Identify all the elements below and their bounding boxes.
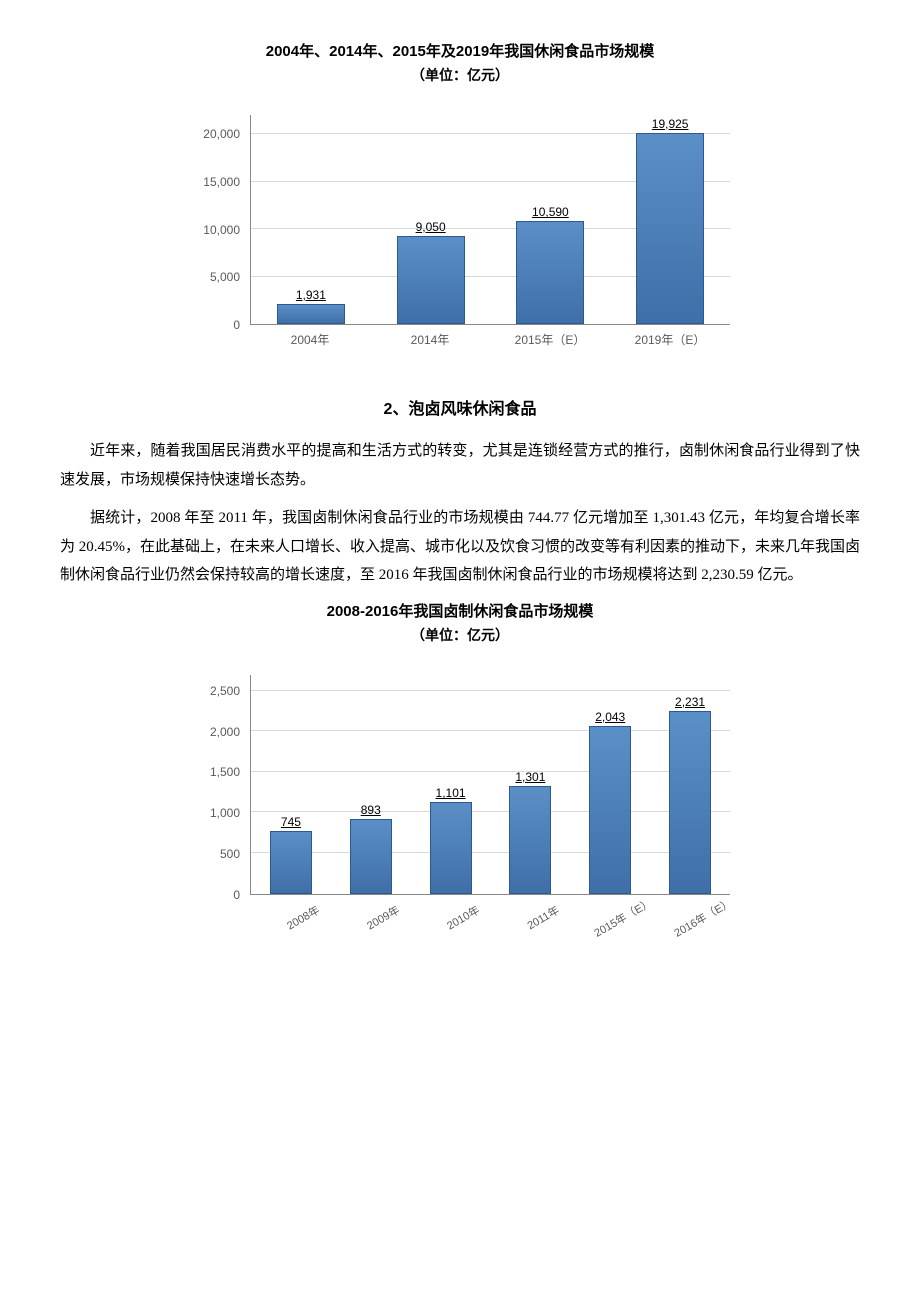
paragraph-2: 据统计，2008 年至 2011 年，我国卤制休闲食品行业的市场规模由 744.… — [60, 504, 860, 590]
chart1-xlabel: 2015年（E） — [490, 325, 610, 365]
chart2-container: 0 500 1,000 1,500 2,000 2,500 745 893 — [60, 665, 860, 955]
chart1-title: 2004年、2014年、2015年及2019年我国休闲食品市场规模 — [60, 40, 860, 61]
chart1-bar-rect — [397, 236, 465, 324]
chart2-bar: 2,043 — [570, 675, 650, 894]
chart1-xlabel: 2014年 — [370, 325, 490, 365]
chart2-bar: 893 — [331, 675, 411, 894]
chart2-bar: 1,101 — [411, 675, 491, 894]
chart1-value-label: 10,590 — [532, 205, 569, 219]
chart1-value-label: 1,931 — [296, 288, 326, 302]
chart2-ytick: 0 — [180, 888, 240, 902]
chart1-bar: 19,925 — [610, 115, 730, 324]
chart1-xlabel: 2019年（E） — [610, 325, 730, 365]
chart1-subtitle: （单位：亿元） — [60, 65, 860, 85]
chart2-plot-area: 745 893 1,101 1,301 2,043 — [250, 675, 730, 895]
chart1-bar-rect — [277, 304, 345, 324]
chart2-ytick: 1,500 — [180, 765, 240, 779]
chart2-bar: 1,301 — [490, 675, 570, 894]
chart1-bar-rect — [516, 221, 584, 324]
chart1-ytick: 0 — [180, 318, 240, 332]
chart1-plot-area: 1,931 9,050 10,590 19,925 — [250, 115, 730, 325]
chart1-value-label: 19,925 — [652, 117, 689, 131]
chart2-value-label: 2,231 — [675, 695, 705, 709]
chart2-bar: 2,231 — [650, 675, 730, 894]
chart1-ytick: 10,000 — [180, 223, 240, 237]
chart2-ytick: 500 — [180, 847, 240, 861]
chart2-bar-rect — [350, 819, 392, 893]
section-heading: 2、泡卤风味休闲食品 — [60, 395, 860, 419]
chart2-value-label: 1,301 — [515, 770, 545, 784]
chart2-bar-rect — [430, 802, 472, 893]
chart2-ytick: 2,000 — [180, 725, 240, 739]
paragraph-1: 近年来，随着我国居民消费水平的提高和生活方式的转变，尤其是连锁经营方式的推行，卤… — [60, 437, 860, 494]
chart2-subtitle: （单位：亿元） — [60, 625, 860, 645]
chart2-bar: 745 — [251, 675, 331, 894]
chart1-bar: 9,050 — [371, 115, 491, 324]
chart1-xlabel: 2004年 — [250, 325, 370, 365]
chart2-title: 2008-2016年我国卤制休闲食品市场规模 — [60, 600, 860, 621]
chart2-bar-rect — [270, 831, 312, 893]
chart2-bar-rect — [669, 711, 711, 894]
chart1-bar: 1,931 — [251, 115, 371, 324]
chart2-value-label: 1,101 — [436, 786, 466, 800]
chart2-value-label: 893 — [361, 803, 381, 817]
chart2-bar-rect — [509, 786, 551, 894]
chart2-value-label: 745 — [281, 815, 301, 829]
chart1-bar-rect — [636, 133, 704, 324]
chart1-container: 0 5,000 10,000 15,000 20,000 1,931 9,050… — [60, 105, 860, 365]
chart2-ytick: 1,000 — [180, 806, 240, 820]
chart1-bar: 10,590 — [491, 115, 611, 324]
chart1-value-label: 9,050 — [416, 220, 446, 234]
chart1-ytick: 5,000 — [180, 270, 240, 284]
chart2-ytick: 2,500 — [180, 684, 240, 698]
chart2-bar-rect — [589, 726, 631, 894]
chart2-value-label: 2,043 — [595, 710, 625, 724]
chart1-ytick: 15,000 — [180, 175, 240, 189]
chart1-ytick: 20,000 — [180, 127, 240, 141]
